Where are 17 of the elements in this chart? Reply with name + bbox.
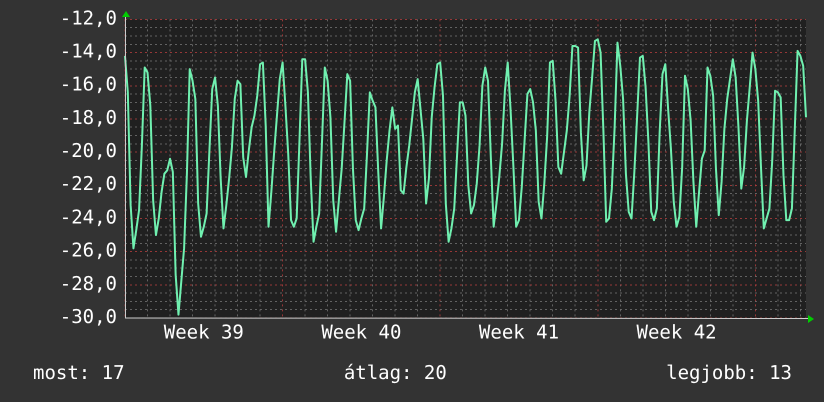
text: legjobb: 13 (666, 362, 792, 384)
y-tick-label: -22,0 (60, 173, 117, 196)
text: átlag: 20 (344, 362, 447, 384)
x-tick-label: Week 42 (636, 321, 717, 344)
y-tick-label: -16,0 (60, 74, 117, 96)
y-tick-label: -30,0 (60, 306, 117, 328)
y-tick-label: -12,0 (60, 7, 117, 30)
x-tick-label: Week 40 (321, 321, 402, 344)
y-tick-label: -20,0 (60, 140, 117, 162)
x-tick-label: Week 41 (478, 321, 560, 344)
y-tick-label: -24,0 (60, 206, 117, 228)
y-tick-label: -14,0 (60, 40, 117, 63)
text: most: 17 (33, 362, 125, 384)
x-tick-label: Week 39 (164, 321, 244, 344)
y-tick-label: -28,0 (60, 272, 117, 295)
y-tick-label: -18,0 (60, 106, 117, 129)
y-tick-label: -26,0 (60, 240, 117, 262)
